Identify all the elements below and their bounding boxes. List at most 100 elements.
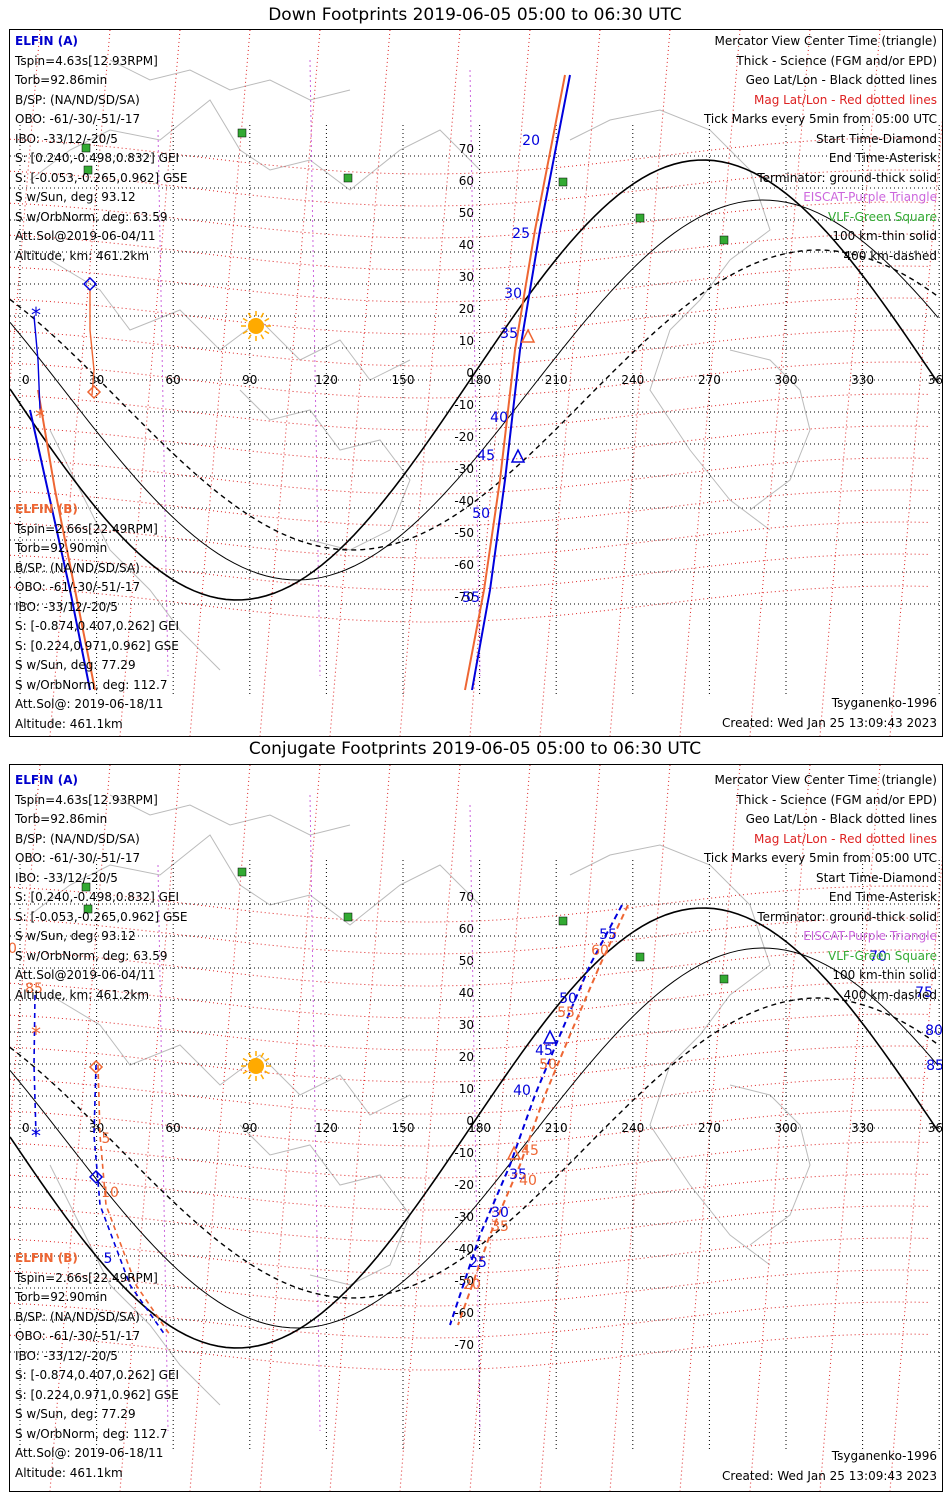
lat-tick-label: 70 [459, 890, 474, 904]
lat-tick-label: -20 [454, 430, 474, 444]
map-legend: Mercator View Center Time (triangle) Thi… [704, 32, 937, 266]
vlf-station-square [719, 974, 729, 984]
elfin-b-line: OBO: -61/-30/-51/-17 [15, 580, 141, 594]
elfin-b-tick-label: 55 [557, 1005, 575, 1021]
elfin-a-line: B/SP: (NA/ND/SD/SA) [15, 92, 140, 107]
elfin-a-tick-label: 30 [491, 1205, 509, 1221]
vlf-station-square [635, 213, 645, 223]
vlf-station-square [635, 952, 645, 962]
sun-ray [242, 1070, 248, 1075]
end-asterisk: * [31, 303, 41, 327]
vlf-station-square [237, 867, 247, 877]
lat-tick-label: 20 [459, 302, 474, 316]
panel-title-down: Down Footprints 2019-06-05 05:00 to 06:3… [268, 5, 682, 25]
lat-tick-label: -40 [454, 494, 474, 508]
elfin-b-tick-label: 45 [521, 1143, 539, 1159]
lat-tick-label: -70 [454, 590, 474, 604]
coastline [109, 59, 351, 101]
terminator-curve [10, 947, 939, 1329]
legend-entry: Terminator: ground-thick solid [757, 170, 937, 185]
lat-tick-label: -70 [454, 1338, 474, 1352]
panel-title-conjugate: Conjugate Footprints 2019-06-05 05:00 to… [248, 739, 702, 759]
legend-entry: End Time-Asterisk [828, 151, 937, 165]
coastline [29, 99, 481, 191]
elfin-a-line: OBO: -61/-30/-51/-17 [15, 112, 141, 126]
coastline [729, 1084, 811, 1246]
view-center-triangle [542, 1029, 558, 1044]
elfin-b-tick-label: 40 [519, 1173, 537, 1189]
start-diamond [88, 1059, 104, 1075]
elfin-a-tick-label: 40 [513, 1083, 531, 1099]
mag-lon-line [749, 765, 811, 1491]
lat-tick-label: -60 [454, 1306, 474, 1320]
sun-ray [242, 1057, 248, 1062]
lat-tick-label: -10 [454, 398, 474, 412]
mag-lon-line [609, 765, 671, 1491]
lat-tick-label: 60 [459, 174, 474, 188]
elfin-a-tick-label: 25 [469, 1255, 487, 1271]
legend-entry: Start Time-Diamond [815, 131, 937, 146]
elfin-a-track [93, 1064, 166, 1336]
lon-tick-label: 330 [851, 373, 874, 387]
elfin-b-line: Altitude: 461.1km [15, 716, 123, 731]
legend-entry: Mercator View Center Time (triangle) [714, 773, 937, 787]
lat-tick-label: 60 [459, 922, 474, 936]
elfin-b-tick-label: 85 [25, 981, 43, 997]
lon-tick-label: 90 [242, 1121, 257, 1135]
elfin-a-line: S w/OrbNorm, deg: 63.59 [15, 948, 168, 963]
terminator-curve [10, 997, 939, 1299]
terminator-curve [10, 249, 939, 551]
lon-tick-label: 210 [545, 373, 568, 387]
sun-icon [248, 318, 264, 334]
elfin-a-line: Tspin=4.63s[12.93RPM] [15, 792, 158, 807]
lat-tick-label: 30 [459, 270, 474, 284]
lat-tick-label: 50 [459, 954, 474, 968]
legend-entry: 400 km-dashed [843, 987, 937, 1002]
created-stamp: Created: Wed Jan 25 13:09:43 2023 [722, 716, 937, 730]
sun-ray [264, 1070, 270, 1075]
lon-tick-label: 120 [315, 373, 338, 387]
sun-ray [264, 317, 270, 322]
lat-tick-label: 0 [466, 366, 474, 380]
vlf-station-square [237, 128, 247, 138]
elfin-b-info: ELFIN (B) Tspin=2.66s[22.49RPM] Torb=92.… [15, 1249, 179, 1483]
end-asterisk: * [35, 405, 45, 429]
elfin-a-line: Att.Sol@2019-06-04/11 [15, 229, 156, 243]
legend-entry: End Time-Asterisk [828, 890, 937, 904]
eiscat-line [309, 794, 321, 1432]
elfin-a-tick-label: 50 [472, 506, 490, 522]
lon-tick-label: 60 [166, 373, 181, 387]
legend-entry: VLF-Green Square [828, 948, 937, 963]
elfin-b-line: S: [0.224,0.971,0.962] GSE [15, 638, 179, 653]
elfin-a-line: Torb=92.86min [15, 73, 108, 87]
lat-tick-label: 30 [459, 1018, 474, 1032]
sun-icon [248, 1058, 264, 1074]
lat-tick-label: 10 [459, 1082, 474, 1096]
elfin-a-tick-label: 5 [104, 1251, 113, 1267]
coastline [49, 994, 411, 1116]
sun-ray [260, 334, 265, 340]
sun-ray [247, 312, 252, 318]
legend-entry: Mercator View Center Time (triangle) [714, 34, 937, 48]
elfin-b-line: S w/OrbNorm, deg: 112.7 [15, 1426, 168, 1441]
lon-tick-label: 150 [392, 1121, 415, 1135]
view-center-triangle [520, 328, 536, 343]
elfin-a-tick-label: 70 [869, 949, 887, 965]
created-stamp: Created: Wed Jan 25 13:09:43 2023 [722, 1469, 937, 1483]
lon-tick-label: 30 [89, 373, 104, 387]
elfin-a-info: ELFIN (A) Tspin=4.63s[12.93RPM] Torb=92.… [15, 771, 188, 1005]
lat-tick-label: 40 [459, 986, 474, 1000]
lat-tick-label: -20 [454, 1178, 474, 1192]
elfin-a-tick-label: 55 [462, 590, 480, 606]
elfin-a-tick-label: 75 [915, 985, 933, 1001]
elfin-a-line: Tspin=4.63s[12.93RPM] [15, 53, 158, 68]
elfin-b-line: IBO: -33/12/-20/5 [15, 1348, 118, 1363]
elfin-b-line: S: [0.224,0.971,0.962] GSE [15, 1387, 179, 1402]
elfin-a-info: ELFIN (A) Tspin=4.63s[12.93RPM] Torb=92.… [15, 32, 188, 266]
elfin-a-label: ELFIN (A) [15, 773, 78, 787]
elfin-b-line: Att.Sol@: 2019-06-18/11 [15, 1446, 164, 1460]
legend-entry: Geo Lat/Lon - Black dotted lines [745, 73, 937, 87]
elfin-b-line: Att.Sol@: 2019-06-18/11 [15, 697, 164, 711]
elfin-b-line: IBO: -33/12/-20/5 [15, 599, 118, 614]
